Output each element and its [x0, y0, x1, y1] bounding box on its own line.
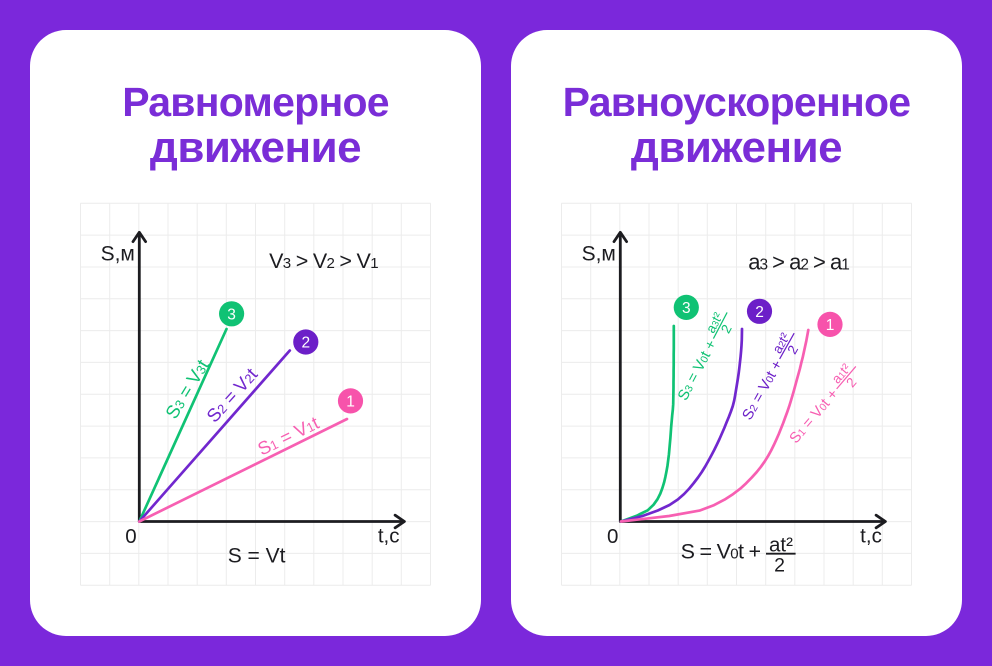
svg-text:2: 2 — [718, 322, 735, 336]
svg-text:движение: движение — [150, 123, 361, 172]
svg-text:2: 2 — [843, 375, 859, 390]
svg-text:3: 3 — [682, 300, 691, 317]
svg-text:Равномерное: Равномерное — [122, 79, 389, 125]
svg-text:S3 = V0t +: S3 = V0t + — [674, 337, 720, 403]
svg-text:S,м: S,м — [582, 243, 616, 266]
svg-text:a3 > a2 > a1: a3 > a2 > a1 — [748, 250, 849, 275]
svg-text:S = Vt: S = Vt — [228, 544, 286, 567]
svg-text:2: 2 — [784, 343, 801, 357]
svg-text:движение: движение — [631, 123, 842, 172]
svg-text:S,м: S,м — [101, 243, 135, 266]
svg-text:0: 0 — [607, 525, 618, 548]
svg-text:t,c: t,c — [378, 524, 400, 547]
svg-text:2: 2 — [755, 304, 764, 321]
svg-text:1: 1 — [346, 393, 355, 410]
svg-text:1: 1 — [826, 317, 835, 334]
svg-text:0: 0 — [125, 525, 136, 548]
svg-text:Равноускоренное: Равноускоренное — [563, 79, 911, 125]
svg-text:at²: at² — [769, 534, 793, 557]
svg-text:3: 3 — [227, 306, 236, 323]
svg-text:2: 2 — [301, 335, 310, 352]
svg-text:S2 = V0t +: S2 = V0t + — [739, 357, 786, 423]
svg-text:2: 2 — [774, 555, 785, 577]
svg-text:V3 > V2 > V1: V3 > V2 > V1 — [269, 249, 378, 273]
svg-text:S = V0t +: S = V0t + — [681, 539, 761, 563]
svg-text:t,c: t,c — [860, 524, 882, 547]
